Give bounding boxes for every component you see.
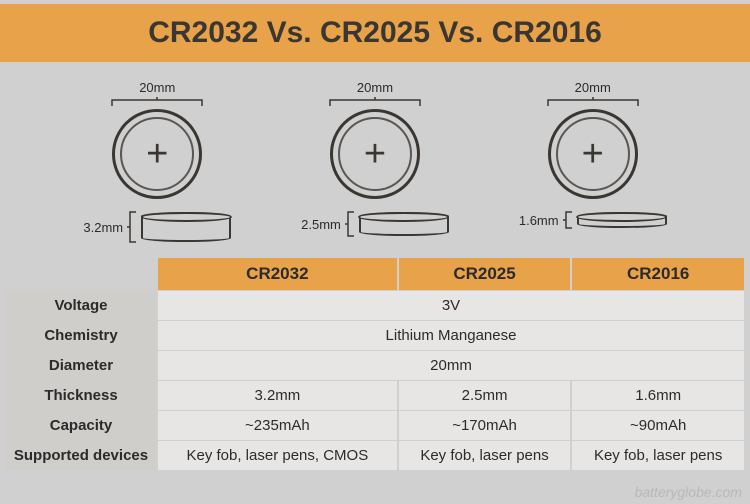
table-cell: Key fob, laser pens, CMOS: [158, 441, 397, 470]
battery-side-icon: [141, 212, 231, 242]
battery-diagrams: 20mm +3.2mm 20mm +2.5mm 20mm +1.6mm: [0, 62, 750, 257]
watermark: batteryglobe.com: [635, 484, 742, 500]
column-header: CR2032: [158, 258, 397, 290]
table-cell: ~170mAh: [399, 411, 571, 440]
battery-side-icon: [577, 212, 667, 228]
table-cell: 20mm: [158, 351, 744, 380]
title-bar: CR2032 Vs. CR2025 Vs. CR2016: [0, 4, 750, 62]
width-label: 20mm: [139, 80, 175, 95]
battery-diagram: 20mm +2.5mm: [301, 80, 449, 243]
plus-icon: +: [364, 135, 386, 173]
thickness-label: 1.6mm: [519, 213, 559, 228]
table-row: Diameter20mm: [6, 351, 744, 380]
row-header: Thickness: [6, 381, 156, 410]
table-row: Capacity~235mAh~170mAh~90mAh: [6, 411, 744, 440]
thickness-label: 3.2mm: [83, 220, 123, 235]
table-cell: ~235mAh: [158, 411, 397, 440]
table-row: Thickness3.2mm2.5mm1.6mm: [6, 381, 744, 410]
row-header: Chemistry: [6, 321, 156, 350]
bracket-icon: [329, 97, 421, 107]
battery-top-icon: +: [112, 109, 202, 199]
battery-diagram: 20mm +3.2mm: [83, 80, 231, 243]
table-cell: 2.5mm: [399, 381, 571, 410]
battery-side-icon: [359, 212, 449, 236]
table-cell: ~90mAh: [572, 411, 744, 440]
battery-top-icon: +: [330, 109, 420, 199]
bracket-icon: [547, 97, 639, 107]
bracket-icon: [345, 211, 355, 237]
table-row: ChemistryLithium Manganese: [6, 321, 744, 350]
table-row: Supported devicesKey fob, laser pens, CM…: [6, 441, 744, 470]
thickness-label: 2.5mm: [301, 217, 341, 232]
page-title: CR2032 Vs. CR2025 Vs. CR2016: [148, 16, 602, 50]
row-header: Voltage: [6, 291, 156, 320]
row-header: Supported devices: [6, 441, 156, 470]
column-header: CR2016: [572, 258, 744, 290]
row-header: Diameter: [6, 351, 156, 380]
plus-icon: +: [582, 135, 604, 173]
width-label: 20mm: [575, 80, 611, 95]
column-header: CR2025: [399, 258, 571, 290]
battery-diagram: 20mm +1.6mm: [519, 80, 667, 243]
table-cell: Key fob, laser pens: [572, 441, 744, 470]
width-label: 20mm: [357, 80, 393, 95]
table-cell: 1.6mm: [572, 381, 744, 410]
spec-table: CR2032CR2025CR2016Voltage3VChemistryLith…: [4, 257, 746, 471]
plus-icon: +: [146, 135, 168, 173]
bracket-icon: [127, 211, 137, 243]
battery-top-icon: +: [548, 109, 638, 199]
table-cell: 3.2mm: [158, 381, 397, 410]
table-corner: [6, 258, 156, 290]
row-header: Capacity: [6, 411, 156, 440]
table-cell: 3V: [158, 291, 744, 320]
table-row: Voltage3V: [6, 291, 744, 320]
bracket-icon: [563, 211, 573, 229]
battery-side-group: 1.6mm: [519, 211, 667, 229]
table-cell: Key fob, laser pens: [399, 441, 571, 470]
battery-side-group: 3.2mm: [83, 211, 231, 243]
battery-side-group: 2.5mm: [301, 211, 449, 237]
table-cell: Lithium Manganese: [158, 321, 744, 350]
bracket-icon: [111, 97, 203, 107]
